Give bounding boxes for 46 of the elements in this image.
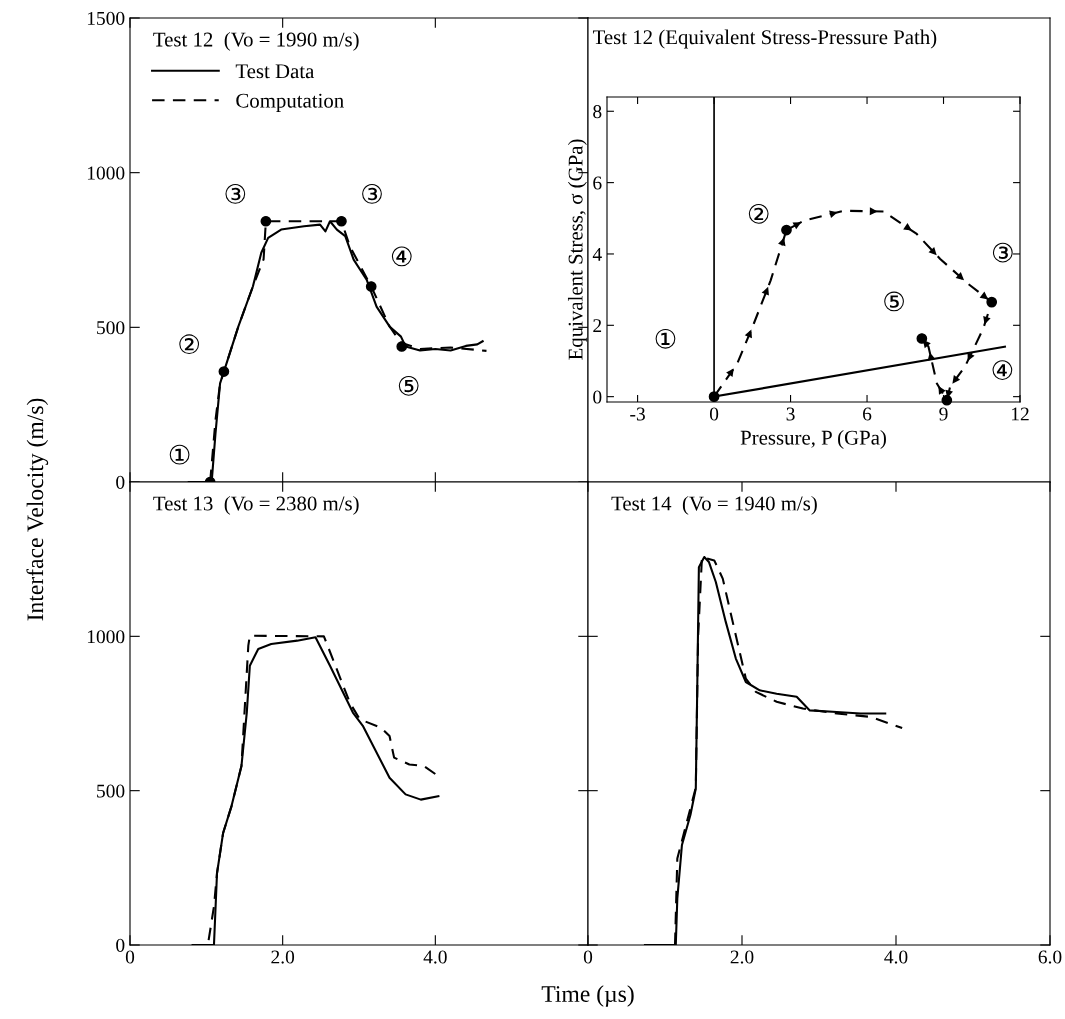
text: Test 12 (Vo = 1990 m/s) [153, 31, 359, 51]
annotation: ③ [362, 184, 382, 204]
y-tick-label: 1500 [87, 11, 125, 25]
x-tick-label: 0 [583, 950, 593, 964]
x-tick-label: 3 [786, 407, 795, 421]
annotation: ④ [391, 246, 412, 267]
legend-label: Computation [236, 93, 344, 112]
x-tick-label: 4.0 [423, 950, 447, 964]
annotation: ① [655, 328, 676, 349]
x-tick-label: 2.0 [730, 950, 754, 964]
x-axis-title: Time (µs) [541, 985, 634, 1007]
y-tick-label: 1000 [87, 630, 125, 644]
y-axis-title: Equivalent Stress, σ (GPa) [567, 139, 587, 360]
y-tick-label: 500 [97, 784, 125, 798]
annotation: ② [748, 203, 769, 224]
y-tick-label: 1000 [87, 166, 125, 180]
x-tick-label: -3 [630, 407, 645, 421]
annotation: ① [169, 444, 190, 465]
y-tick-label: 4 [592, 247, 602, 261]
text: Test 14 (Vo = 1940 m/s) [611, 495, 817, 515]
legend-label: Test Data [235, 64, 315, 79]
annotation: ③ [992, 242, 1013, 263]
x-tick-label: 0 [125, 950, 135, 964]
y-tick-label: 2 [593, 319, 602, 333]
x-tick-label: 6 [863, 407, 872, 421]
x-tick-label: 4.0 [884, 950, 908, 964]
annotation: ⑤ [884, 291, 904, 312]
text: Test 13 (Vo = 2380 m/s) [153, 495, 359, 515]
x-tick-label: 12 [1011, 407, 1029, 421]
chart-title: Test 12 (Equivalent Stress-Pressure Path) [593, 29, 937, 49]
x-tick-label: 9 [939, 407, 948, 421]
y-tick-label: 500 [97, 321, 125, 335]
y-tick-label: 8 [593, 105, 602, 119]
annotation: ⑤ [398, 375, 419, 396]
x-tick-label: 0 [709, 407, 719, 421]
annotation: ③ [225, 184, 246, 204]
x-tick-label: 6.0 [1038, 950, 1062, 964]
x-tick-label: 2.0 [271, 950, 295, 964]
x-axis-title: Pressure, P (GPa) [740, 430, 886, 449]
y-tick-label: 0 [593, 390, 602, 404]
y-tick-label: 0 [116, 938, 125, 952]
y-tick-label: 6 [593, 176, 602, 190]
annotation: ② [179, 334, 200, 355]
y-axis-title: Interface Velocity (m/s) [26, 398, 49, 621]
annotation: ④ [992, 360, 1013, 380]
y-tick-label: 0 [116, 475, 125, 489]
